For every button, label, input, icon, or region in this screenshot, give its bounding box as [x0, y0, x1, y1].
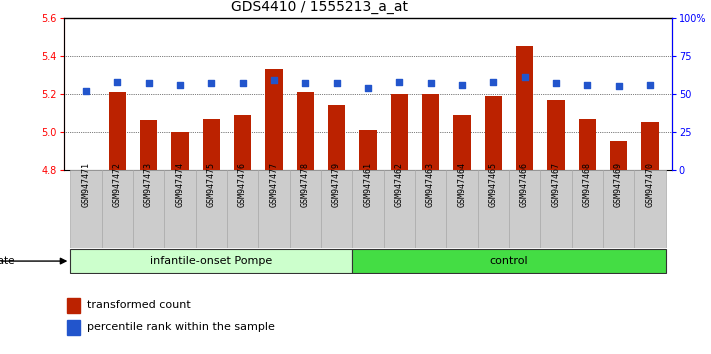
- Bar: [447, 170, 478, 248]
- Bar: [540, 170, 572, 248]
- Text: GSM947468: GSM947468: [583, 162, 592, 207]
- Text: GSM947474: GSM947474: [176, 162, 184, 207]
- Bar: [390, 94, 408, 170]
- Bar: [140, 120, 157, 170]
- Bar: [234, 115, 251, 170]
- Point: [363, 85, 374, 91]
- Text: GSM947476: GSM947476: [238, 162, 247, 207]
- Bar: [572, 170, 603, 248]
- Bar: [352, 170, 384, 248]
- Text: GSM947479: GSM947479: [332, 162, 341, 207]
- Bar: [641, 122, 658, 170]
- Text: GSM947470: GSM947470: [646, 162, 654, 207]
- Point: [174, 82, 186, 87]
- Text: GSM947464: GSM947464: [457, 162, 466, 207]
- Bar: [328, 105, 346, 170]
- Point: [237, 80, 248, 86]
- Bar: [70, 249, 352, 273]
- Text: GSM947466: GSM947466: [520, 162, 529, 207]
- Bar: [227, 170, 258, 248]
- Point: [644, 82, 656, 87]
- Bar: [265, 69, 282, 170]
- Bar: [547, 99, 565, 170]
- Point: [268, 77, 279, 83]
- Point: [299, 80, 311, 86]
- Text: GSM947463: GSM947463: [426, 162, 435, 207]
- Point: [519, 74, 530, 80]
- Bar: [289, 170, 321, 248]
- Bar: [171, 132, 188, 170]
- Text: transformed count: transformed count: [87, 300, 191, 310]
- Point: [456, 82, 468, 87]
- Point: [613, 83, 624, 89]
- Text: disease state: disease state: [0, 256, 14, 266]
- Text: GSM947467: GSM947467: [552, 162, 560, 207]
- Text: GSM947475: GSM947475: [207, 162, 215, 207]
- Bar: [296, 92, 314, 170]
- Text: control: control: [490, 256, 528, 266]
- Bar: [258, 170, 289, 248]
- Bar: [352, 249, 665, 273]
- Point: [582, 82, 593, 87]
- Bar: [203, 119, 220, 170]
- Text: GSM947471: GSM947471: [82, 162, 90, 207]
- Point: [331, 80, 342, 86]
- Point: [205, 80, 217, 86]
- Bar: [610, 141, 627, 170]
- Text: GSM947462: GSM947462: [395, 162, 404, 207]
- Bar: [579, 119, 596, 170]
- Bar: [509, 170, 540, 248]
- Bar: [321, 170, 352, 248]
- Bar: [603, 170, 634, 248]
- Point: [488, 79, 499, 85]
- Bar: [133, 170, 164, 248]
- Title: GDS4410 / 1555213_a_at: GDS4410 / 1555213_a_at: [231, 0, 408, 14]
- Bar: [634, 170, 665, 248]
- Text: GSM947477: GSM947477: [269, 162, 279, 207]
- Bar: [516, 46, 533, 170]
- Text: percentile rank within the sample: percentile rank within the sample: [87, 322, 275, 332]
- Bar: [67, 298, 80, 313]
- Text: GSM947472: GSM947472: [113, 162, 122, 207]
- Bar: [102, 170, 133, 248]
- Text: GSM947465: GSM947465: [488, 162, 498, 207]
- Bar: [164, 170, 196, 248]
- Text: GSM947461: GSM947461: [363, 162, 373, 207]
- Bar: [485, 96, 502, 170]
- Bar: [478, 170, 509, 248]
- Text: infantile-onset Pompe: infantile-onset Pompe: [150, 256, 272, 266]
- Bar: [67, 320, 80, 335]
- Point: [80, 88, 92, 93]
- Point: [394, 79, 405, 85]
- Point: [425, 80, 437, 86]
- Text: GSM947473: GSM947473: [144, 162, 153, 207]
- Bar: [422, 94, 439, 170]
- Text: GSM947478: GSM947478: [301, 162, 310, 207]
- Point: [112, 79, 123, 85]
- Text: GSM947469: GSM947469: [614, 162, 623, 207]
- Bar: [454, 115, 471, 170]
- Bar: [359, 130, 377, 170]
- Bar: [384, 170, 415, 248]
- Bar: [109, 92, 126, 170]
- Bar: [415, 170, 447, 248]
- Point: [143, 80, 154, 86]
- Bar: [196, 170, 227, 248]
- Point: [550, 80, 562, 86]
- Bar: [70, 170, 102, 248]
